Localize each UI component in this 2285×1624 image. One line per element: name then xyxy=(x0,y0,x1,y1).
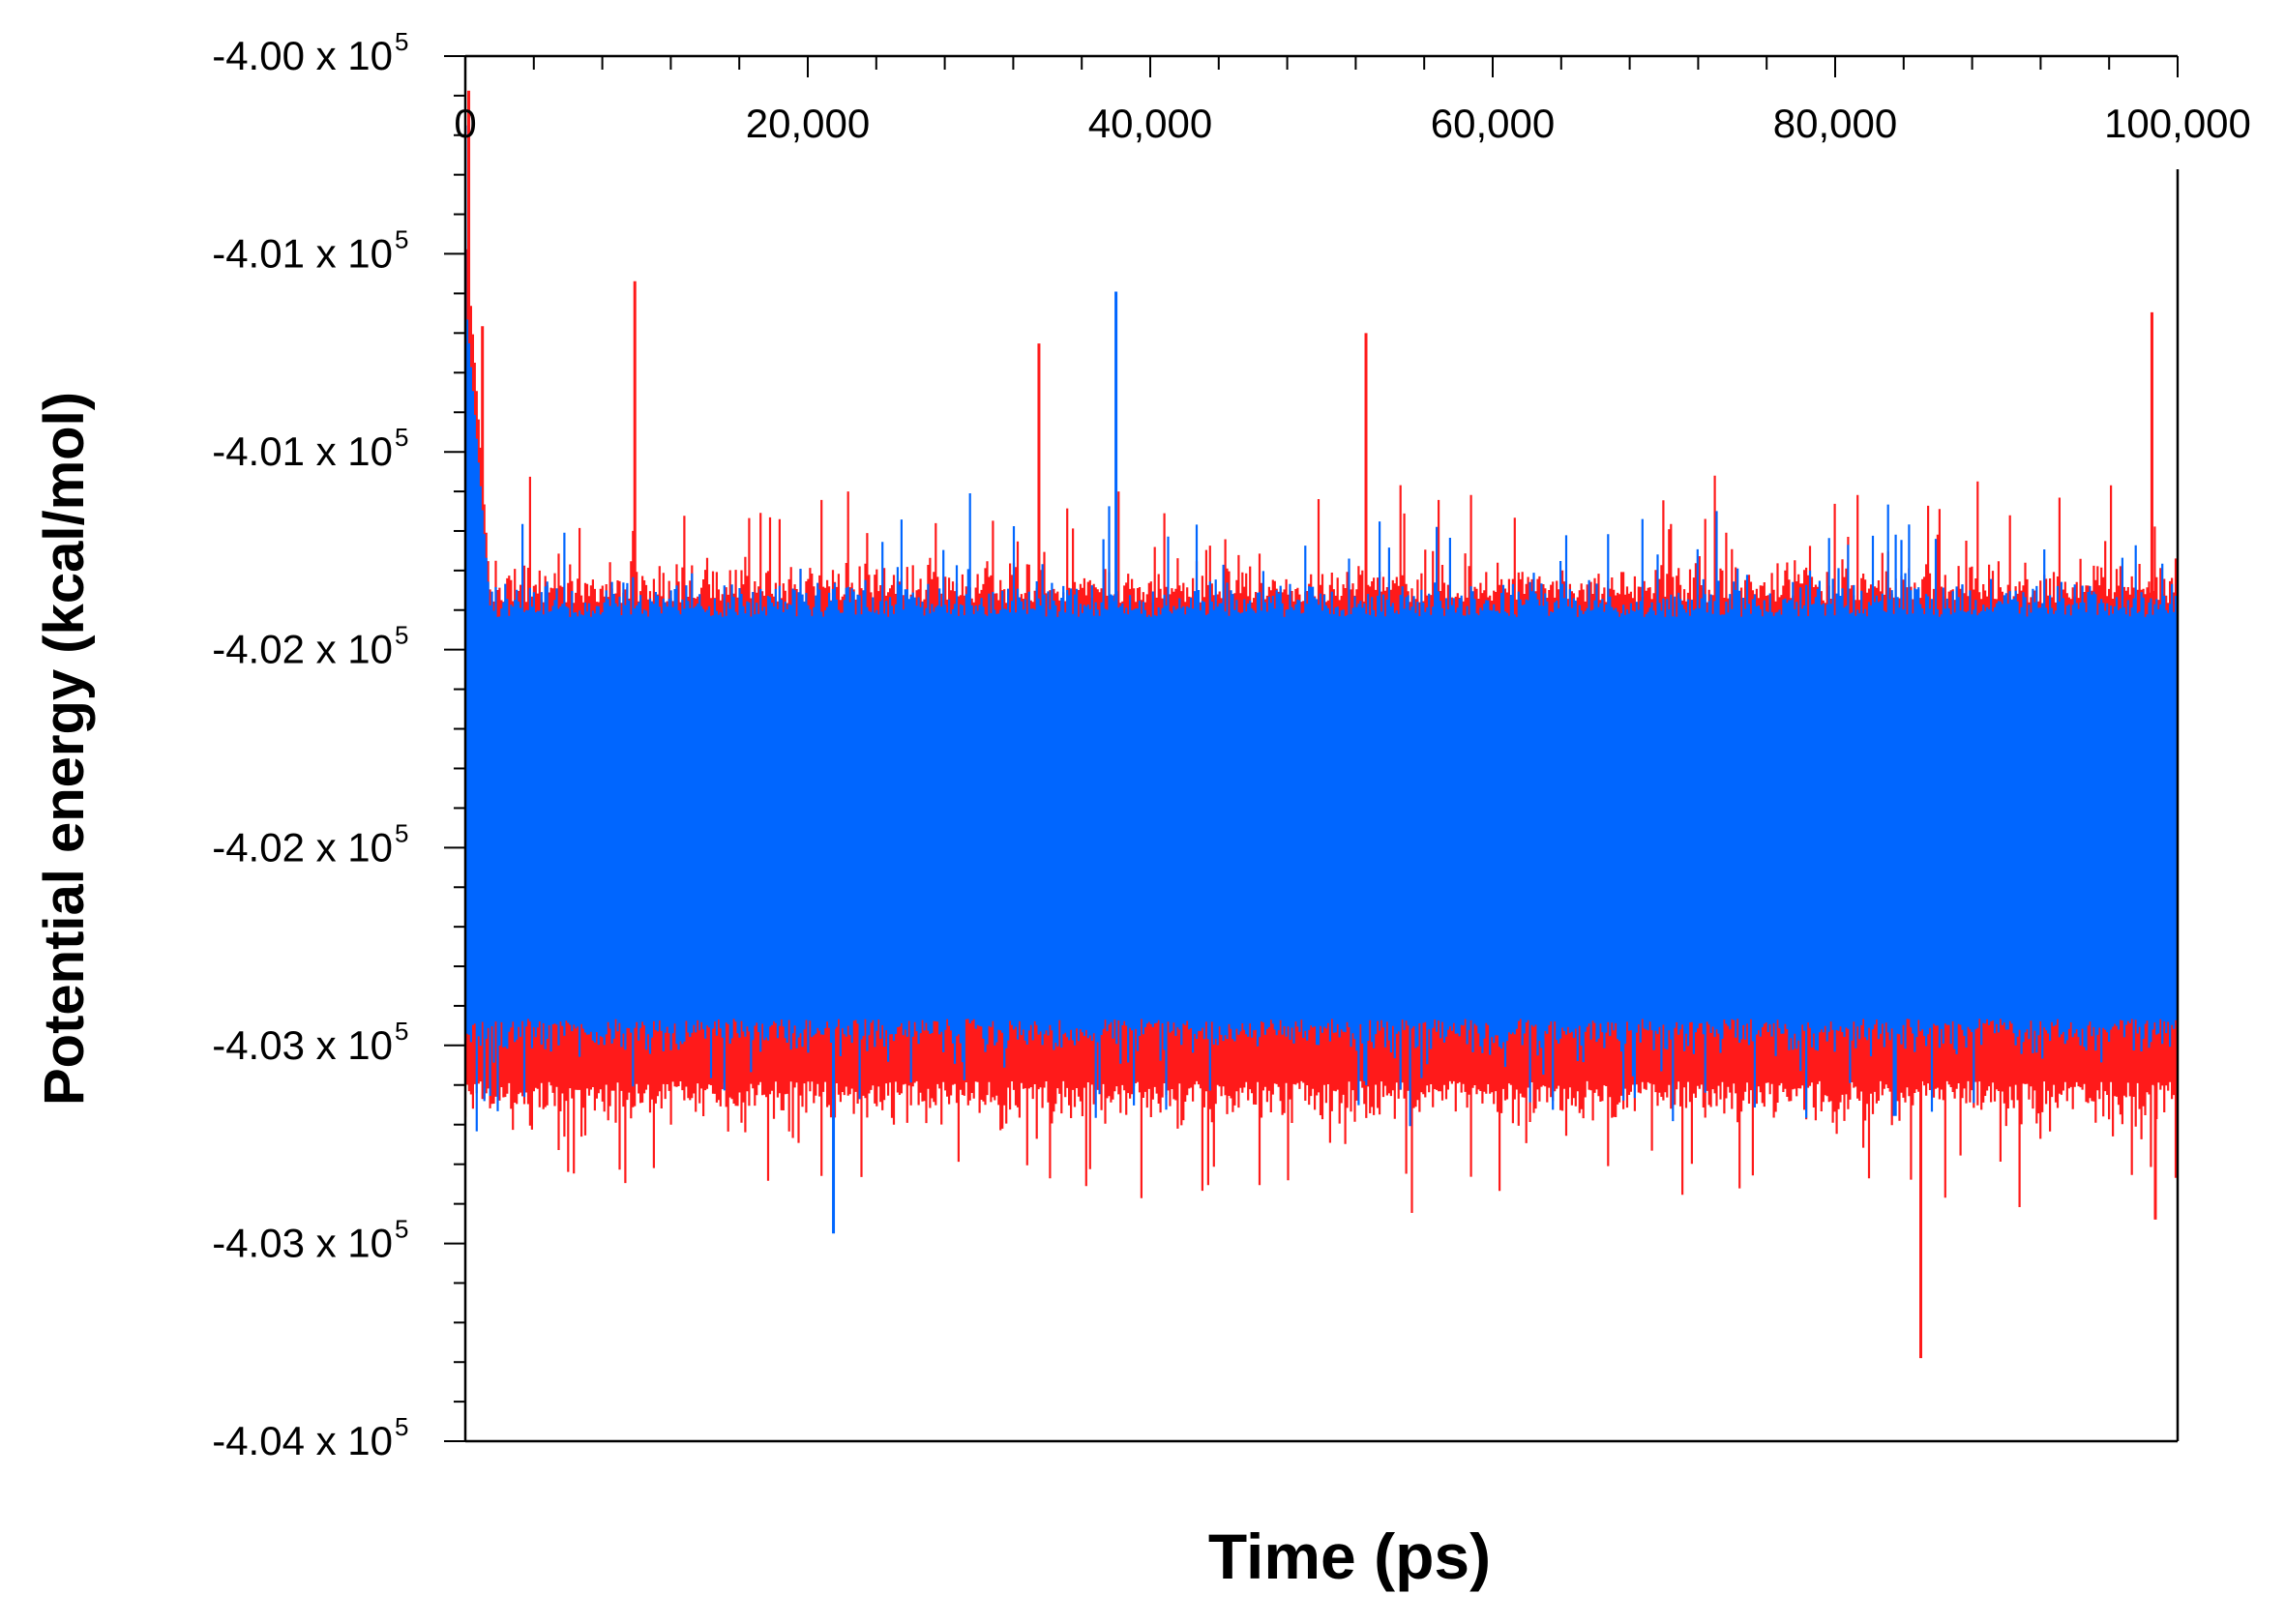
x-tick-label: 40,000 xyxy=(1088,101,1212,146)
y-tick-exponent: 5 xyxy=(395,224,408,253)
y-tick-exponent: 5 xyxy=(395,1215,408,1244)
series-band xyxy=(465,616,2178,1019)
axes-layer xyxy=(463,54,2180,1443)
y-tick-label: -4.02 x 10 xyxy=(212,824,393,870)
x-tick-label: 80,000 xyxy=(1773,101,1897,146)
y-tick-exponent: 5 xyxy=(395,27,408,56)
y-tick-exponent: 5 xyxy=(395,818,408,847)
ticks-layer xyxy=(444,55,2179,1442)
y-tick-label: -4.01 x 10 xyxy=(212,230,393,276)
x-axis-title: Time (ps) xyxy=(1208,1521,1491,1592)
x-tick-label: 0 xyxy=(454,101,476,146)
x-tick-label: 20,000 xyxy=(746,101,870,146)
y-tick-label: -4.02 x 10 xyxy=(212,627,393,672)
y-tick-label: -4.01 x 10 xyxy=(212,428,393,474)
y-axis-title: Potential energy (kcal/mol) xyxy=(33,392,96,1106)
y-tick-exponent: 5 xyxy=(395,1412,408,1441)
y-tick-label: -4.03 x 10 xyxy=(212,1221,393,1266)
x-tick-label: 100,000 xyxy=(2104,101,2251,146)
x-tick-label: 60,000 xyxy=(1431,101,1555,146)
y-tick-label: -4.00 x 10 xyxy=(212,33,393,78)
labels-layer: 0 20,000 40,000 60,000 80,000 100,000 -4.00 x … xyxy=(212,27,2251,1463)
y-tick-exponent: 5 xyxy=(395,621,408,650)
y-tick-exponent: 5 xyxy=(395,1017,408,1046)
y-tick-label: -4.04 x 10 xyxy=(212,1418,393,1463)
y-tick-label: -4.03 x 10 xyxy=(212,1022,393,1068)
series-layer xyxy=(465,90,2178,1359)
series-blue xyxy=(465,125,2178,1234)
y-tick-exponent: 5 xyxy=(395,423,408,452)
